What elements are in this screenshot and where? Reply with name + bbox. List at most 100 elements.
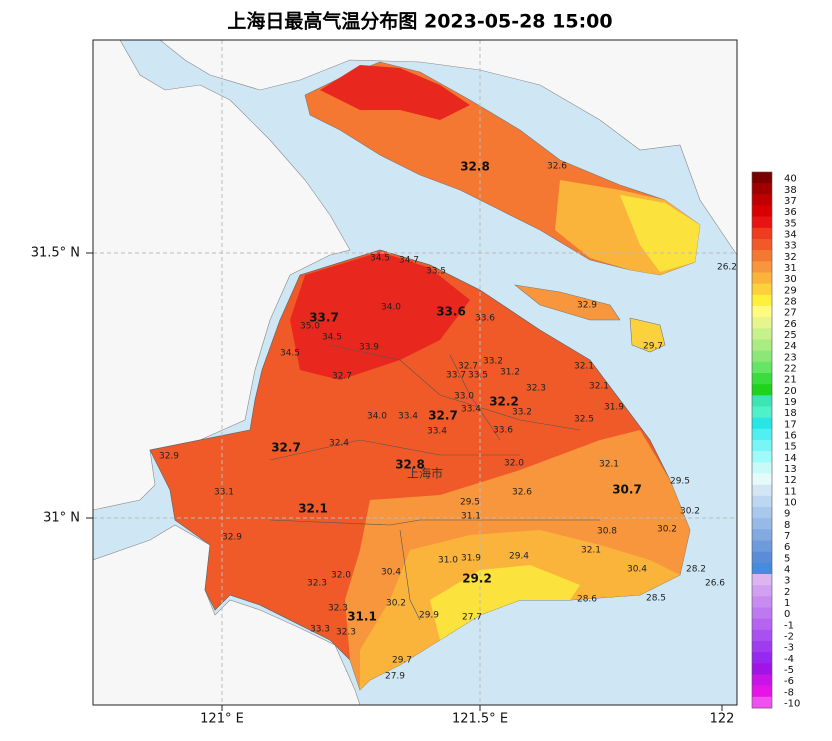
colorbar-segment [752,451,772,463]
colorbar-label: 8 [784,520,790,531]
station-value: 32.7 [458,362,478,372]
station-value: 28.5 [646,594,666,604]
colorbar-label: 25 [784,330,797,341]
colorbar-segment [752,574,772,586]
colorbar-segment [752,540,772,552]
colorbar-segment [752,473,772,485]
station-value: 32.0 [331,571,351,581]
colorbar-segment [752,484,772,497]
colorbar-label: 14 [784,453,797,464]
colorbar-segment [752,373,772,385]
colorbar-segment [752,395,772,407]
station-value: 33.5 [468,371,488,381]
station-value: 27.7 [462,613,482,623]
station-value: 27.9 [385,672,405,682]
colorbar-segment [752,607,772,619]
colorbar-label: -10 [784,698,800,709]
colorbar-label: 9 [784,509,790,520]
colorbar-segment [752,674,772,686]
station-value: 33.0 [454,392,474,402]
station-value: 32.1 [589,382,609,392]
station-value: 34.5 [280,349,300,359]
station-value: 32.6 [512,488,532,498]
station-value: 34.5 [322,333,342,343]
colorbar-segment [752,283,772,296]
colorbar-segment [752,629,772,642]
station-value: 29.4 [509,552,529,562]
zone-mild [620,195,700,272]
station-value: 28.2 [686,565,706,575]
colorbar-segment [752,428,772,441]
station-value: 33.1 [214,488,234,498]
station-value: 34.0 [367,412,387,422]
colorbar-label: 19 [784,397,797,408]
colorbar-label: 4 [784,564,790,575]
colorbar-segment [752,205,772,217]
colorbar-segment [752,518,772,530]
colorbar-label: 33 [784,241,797,252]
lat-label: 31° N [43,511,80,526]
colorbar-segment [752,529,772,541]
colorbar-segment [752,339,772,351]
station-value: 32.9 [159,452,179,462]
colorbar-segment [752,261,772,273]
station-value: 32.7 [428,409,458,423]
land-north [159,40,737,256]
station-value: 32.4 [329,439,349,449]
colorbar-label: 35 [784,218,797,229]
station-value: 32.3 [328,604,348,614]
station-value: 32.3 [307,579,327,589]
colorbar-label: 30 [784,274,797,285]
colorbar-segment [752,663,772,675]
colorbar-segment [752,495,772,508]
colorbar-label: 40 [784,174,797,185]
zone-mild [430,565,580,640]
colorbar-label: 27 [784,308,797,319]
station-value: 33.2 [512,408,532,418]
colorbar-label: -2 [784,631,794,642]
district-border [269,344,600,621]
station-value: 34.0 [381,303,401,313]
lat-label: 31.5° N [31,246,80,261]
station-value: 33.7 [446,371,466,381]
lon-label: 121° E [200,712,244,727]
station-value: 30.2 [386,599,406,609]
station-value: 33.5 [426,267,446,277]
station-value: 28.6 [577,595,597,605]
colorbar-segment [752,585,772,597]
station-value: 32.3 [526,384,546,394]
colorbar-segment [752,696,772,709]
station-value: 29.7 [643,342,663,352]
station-value: 34.5 [370,254,390,264]
colorbar-label: 11 [784,486,797,497]
colorbar-label: 15 [784,442,797,453]
colorbar-label: -1 [784,620,794,631]
colorbar-label: 12 [784,475,797,486]
colorbar-segment [752,440,772,452]
station-value: 29.9 [419,611,439,621]
zone-warm [360,530,680,690]
station-value: 33.6 [493,426,513,436]
colorbar-segment [752,507,772,519]
colorbar-segment [752,641,772,653]
colorbar-label: 29 [784,285,797,296]
colorbar-segment [752,361,772,374]
map-area [93,40,737,705]
station-value: 32.6 [547,162,567,172]
station-value: 32.1 [599,460,619,470]
colorbar-label: 0 [784,609,790,620]
station-value: 33.2 [483,357,503,367]
station-value: 30.2 [680,507,700,517]
colorbar-label: 22 [784,363,797,374]
colorbar-segment [752,328,772,340]
colorbar-label: 16 [784,430,797,441]
station-value: 30.8 [597,527,617,537]
station-value: 32.1 [581,546,601,556]
colorbar-label: 28 [784,296,797,307]
lon-label: 122 [710,712,735,727]
station-value: 31.1 [461,512,481,522]
station-value: 32.9 [577,301,597,311]
colorbar-segment [752,317,772,329]
colorbar-label: 31 [784,263,797,274]
